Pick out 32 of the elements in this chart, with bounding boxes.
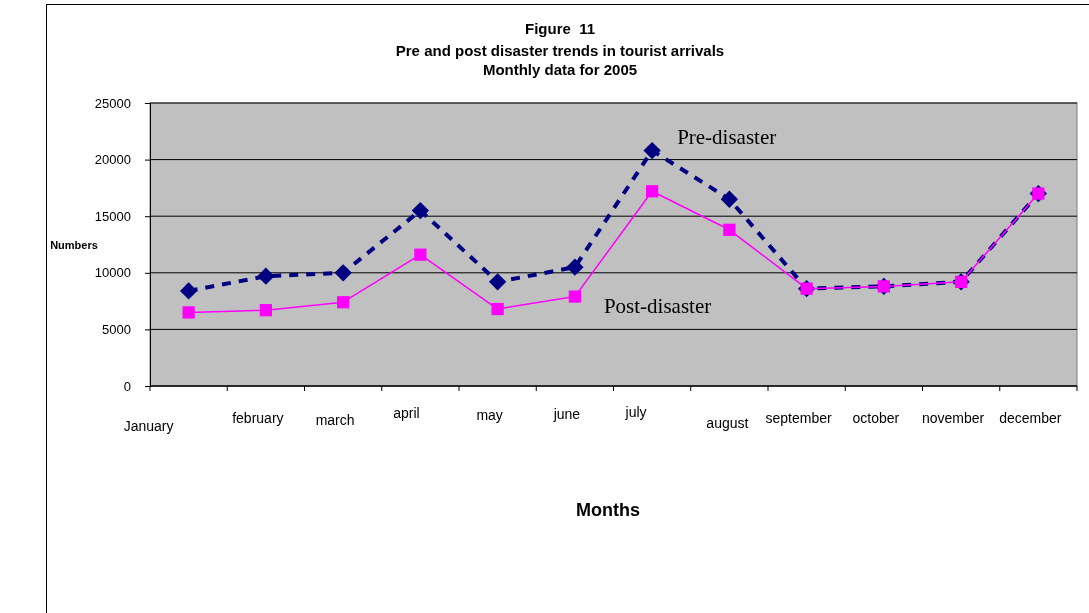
x-tick-label: January [123,418,174,434]
y-tick-label: 25000 [94,95,131,111]
x-axis-title: Months [576,500,640,520]
y-tick-label: 15000 [94,208,131,224]
y-tick-label: 5000 [102,322,131,338]
point [491,302,504,316]
point [414,248,427,261]
point [723,223,736,236]
y-tick-label: 0 [123,378,131,394]
x-tick-label: april [393,405,420,421]
point [337,296,350,309]
chart-title: Figure 11 [524,20,596,37]
x-tick-label: october [852,410,900,426]
x-tick-label: september [765,410,833,426]
x-tick-label: june [552,406,581,422]
chart-subtitle: Pre and post disaster trends in tourist arrivals Monthly data for 2005 [395,42,725,78]
point [259,304,272,317]
point [568,290,581,303]
y-axis-title: Numbers [50,239,98,251]
x-tick-label: november [921,410,985,426]
series-label: Post-disaster [603,293,712,318]
x-tick-label: may [476,407,503,423]
x-tick-label: july [624,404,647,420]
point [182,306,195,319]
y-tick-label: 20000 [94,152,131,168]
x-tick-label: december [999,410,1062,426]
x-tick-label: march [315,412,355,428]
x-tick-label: august [706,415,749,431]
point [646,185,659,198]
series-label: Pre-disaster [677,124,777,149]
y-tick-label: 10000 [94,265,131,281]
x-tick-label: february [232,410,284,426]
